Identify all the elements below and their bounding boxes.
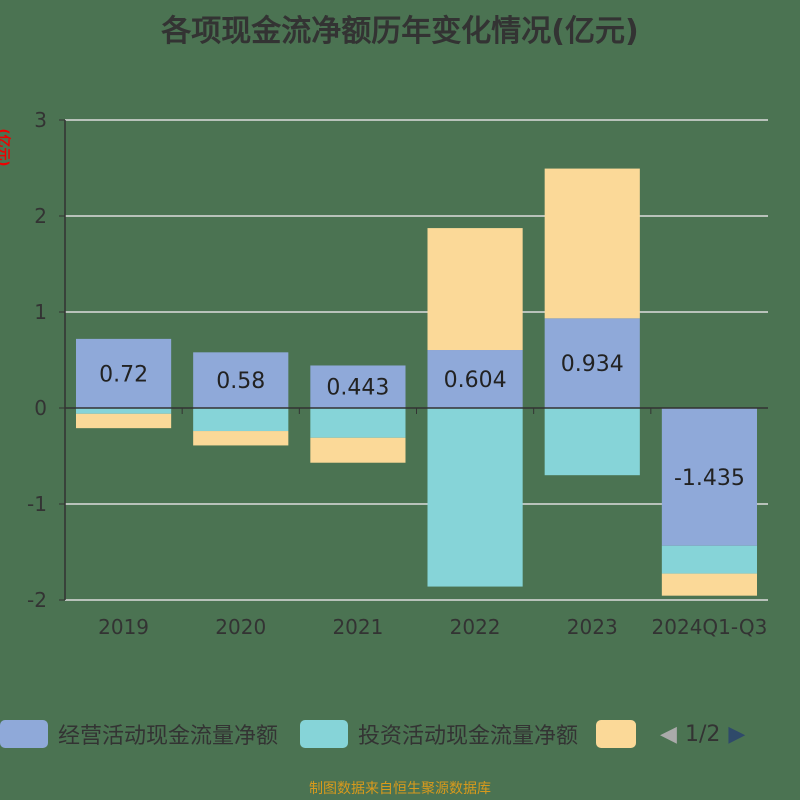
y-tick-label: 0 xyxy=(34,396,47,420)
bar-segment[interactable] xyxy=(193,408,289,432)
legend-label-investing[interactable]: 投资活动现金流量净额 xyxy=(358,724,579,749)
data-label: 0.934 xyxy=(561,352,624,377)
bar-segment[interactable] xyxy=(544,318,640,408)
legend-page: 1/2 xyxy=(684,721,721,747)
bar-segment[interactable] xyxy=(661,573,757,596)
legend-swatch-financing[interactable] xyxy=(596,720,637,748)
bar-segment[interactable] xyxy=(310,365,406,408)
bar-segment[interactable] xyxy=(76,338,172,408)
bar-segment[interactable] xyxy=(427,408,523,587)
legend-swatch-operating[interactable] xyxy=(0,720,48,748)
y-tick-label: 3 xyxy=(34,108,47,132)
legend-prev-icon[interactable]: ◀ xyxy=(660,721,677,747)
bar-segment[interactable] xyxy=(427,350,523,408)
data-label: 0.443 xyxy=(326,376,389,401)
x-tick-label: 2020 xyxy=(215,615,266,639)
legend-swatch-investing[interactable] xyxy=(300,720,349,748)
x-tick-label: 2024Q1-Q3 xyxy=(652,615,768,639)
bar-segment[interactable] xyxy=(427,228,523,351)
data-label: 0.72 xyxy=(99,362,148,387)
legend-label-operating[interactable]: 经营活动现金流量净额 xyxy=(58,724,279,749)
bar-segment[interactable] xyxy=(544,168,640,319)
bar-segment[interactable] xyxy=(661,545,757,574)
y-tick-label: -1 xyxy=(27,492,47,516)
bar-segment[interactable] xyxy=(661,408,757,546)
x-tick-label: 2021 xyxy=(332,615,383,639)
legend: 经营活动现金流量净额 投资活动现金流量净额 ◀ 1/2 ▶ xyxy=(0,718,745,750)
bar-segment[interactable] xyxy=(310,437,406,463)
chart-title: 各项现金流净额历年变化情况(亿元) xyxy=(161,14,639,49)
y-tick-label: -2 xyxy=(27,588,47,612)
bar-segment[interactable] xyxy=(76,413,172,429)
bar-segment[interactable] xyxy=(310,408,406,438)
x-tick-label: 2023 xyxy=(567,615,618,639)
data-label: 0.604 xyxy=(444,368,507,393)
data-label: -1.435 xyxy=(674,466,745,491)
data-label: 0.58 xyxy=(216,369,265,394)
x-tick-label: 2019 xyxy=(98,615,149,639)
legend-next-icon[interactable]: ▶ xyxy=(728,721,746,747)
y-tick-label: 2 xyxy=(34,204,47,228)
bar-segment[interactable] xyxy=(193,352,289,408)
x-tick-label: 2022 xyxy=(450,615,501,639)
bar-segment[interactable] xyxy=(193,431,289,446)
bar-segment[interactable] xyxy=(544,408,640,476)
bar-segment[interactable] xyxy=(76,408,172,414)
source-footer: 制图数据来自恒生聚源数据库 xyxy=(309,781,491,797)
chart: -2 -1 0 1 2 3 0.72 2019 0.58 2020 0.443 2021 0.604 20… xyxy=(27,108,768,639)
y-tick-label: 1 xyxy=(34,300,47,324)
